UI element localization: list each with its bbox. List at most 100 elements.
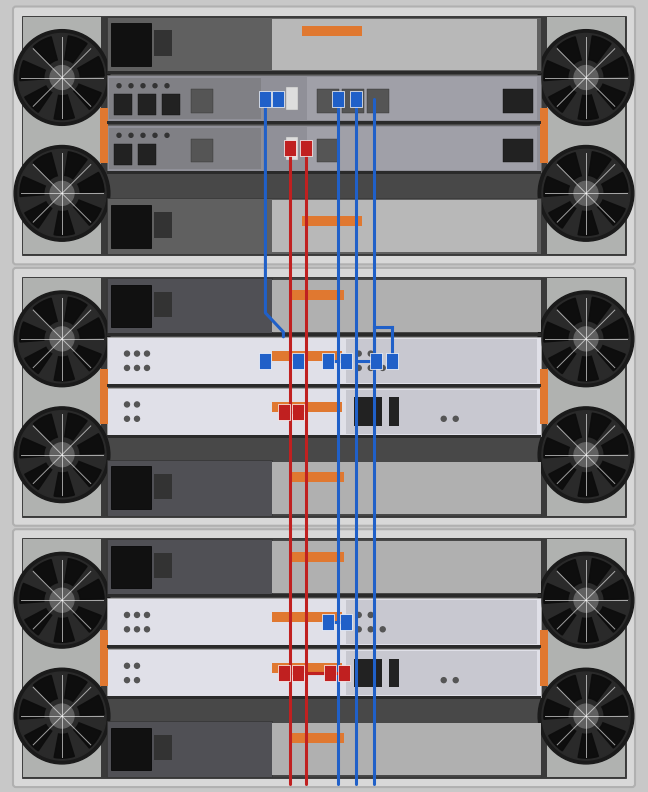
Wedge shape [602, 695, 628, 715]
Bar [107, 17, 541, 73]
Wedge shape [602, 318, 628, 338]
Bar [107, 721, 272, 777]
Circle shape [574, 66, 598, 89]
Wedge shape [25, 725, 52, 751]
Bar [286, 87, 298, 110]
Circle shape [124, 351, 130, 356]
Wedge shape [578, 733, 598, 758]
Bar [547, 539, 625, 777]
Circle shape [18, 556, 106, 644]
Circle shape [14, 146, 110, 242]
Bar [107, 594, 541, 597]
Bar [272, 351, 342, 361]
Bar [107, 333, 541, 336]
Bar [154, 31, 172, 55]
Bar [114, 94, 132, 115]
Wedge shape [33, 36, 57, 64]
Circle shape [380, 626, 385, 632]
Bar [111, 284, 151, 327]
Bar [107, 649, 541, 697]
Wedge shape [557, 36, 581, 64]
Bar [322, 614, 334, 630]
Wedge shape [544, 583, 570, 604]
Bar [540, 108, 548, 163]
Bar [107, 278, 541, 516]
Wedge shape [54, 356, 75, 381]
Circle shape [453, 417, 458, 421]
Wedge shape [20, 583, 45, 604]
Circle shape [538, 29, 634, 125]
Wedge shape [549, 86, 576, 112]
Wedge shape [78, 173, 104, 192]
Circle shape [574, 181, 598, 205]
Wedge shape [544, 438, 570, 458]
Circle shape [18, 295, 106, 383]
Bar [292, 352, 304, 369]
Bar [107, 198, 541, 254]
Circle shape [574, 443, 598, 466]
Circle shape [141, 133, 145, 137]
Circle shape [124, 612, 130, 618]
Circle shape [153, 84, 157, 88]
Bar [162, 94, 180, 115]
Bar [111, 23, 151, 66]
Wedge shape [598, 84, 625, 109]
Circle shape [356, 626, 361, 632]
Wedge shape [65, 413, 87, 440]
Wedge shape [74, 84, 101, 109]
Wedge shape [54, 95, 75, 120]
Circle shape [542, 556, 630, 644]
Bar [322, 352, 334, 369]
Wedge shape [544, 60, 570, 81]
Bar [289, 733, 344, 744]
Bar [338, 665, 350, 681]
Bar [278, 404, 290, 420]
Wedge shape [557, 298, 581, 326]
Circle shape [145, 365, 150, 371]
Bar [324, 665, 336, 681]
Circle shape [453, 678, 458, 683]
Wedge shape [65, 297, 87, 324]
Bar [307, 78, 537, 120]
Circle shape [135, 663, 139, 668]
Wedge shape [25, 86, 52, 112]
Circle shape [538, 407, 634, 503]
Bar [303, 26, 362, 36]
Bar [292, 665, 304, 681]
Circle shape [135, 417, 139, 421]
Bar [191, 139, 213, 162]
Wedge shape [549, 463, 576, 489]
Bar [111, 466, 151, 509]
Wedge shape [598, 723, 625, 748]
Wedge shape [557, 676, 581, 703]
Bar [107, 696, 541, 699]
Bar [100, 630, 108, 686]
Bar [272, 462, 541, 514]
Wedge shape [33, 298, 57, 326]
Wedge shape [602, 173, 628, 192]
Wedge shape [578, 211, 598, 235]
Circle shape [135, 678, 139, 683]
Circle shape [135, 612, 139, 618]
Bar [292, 404, 304, 420]
Bar [289, 551, 344, 562]
Circle shape [135, 626, 139, 632]
Bar [503, 89, 533, 112]
Bar [107, 17, 541, 254]
Wedge shape [598, 607, 625, 632]
Circle shape [14, 291, 110, 386]
Bar [100, 369, 108, 425]
Bar [107, 278, 272, 334]
Bar [354, 398, 382, 426]
Circle shape [18, 150, 106, 238]
Circle shape [538, 291, 634, 386]
Circle shape [50, 327, 74, 351]
Wedge shape [74, 462, 101, 487]
Circle shape [368, 365, 373, 371]
Wedge shape [598, 462, 625, 487]
Circle shape [153, 133, 157, 137]
Wedge shape [20, 60, 45, 81]
Wedge shape [589, 297, 611, 324]
Wedge shape [54, 733, 75, 758]
Wedge shape [65, 675, 87, 702]
